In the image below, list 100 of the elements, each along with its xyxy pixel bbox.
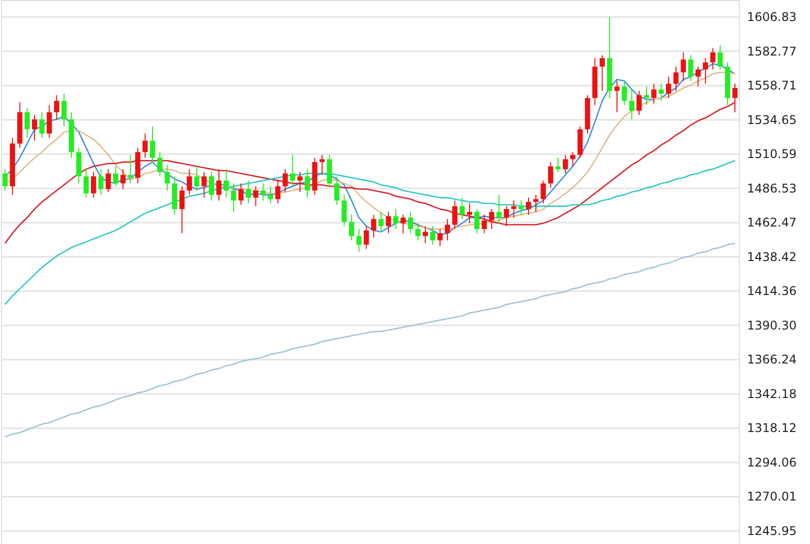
candlestick	[666, 76, 672, 98]
candlestick	[688, 54, 694, 82]
candlestick	[393, 208, 398, 230]
candlestick	[348, 214, 354, 241]
candlestick	[466, 202, 472, 224]
candlestick	[371, 214, 376, 238]
candlestick	[120, 168, 126, 190]
candlestick	[378, 211, 384, 232]
candlestick	[179, 186, 185, 234]
candlestick	[400, 214, 406, 234]
candlestick	[482, 214, 487, 234]
candlestick	[437, 228, 443, 247]
candlestick	[364, 226, 369, 250]
candlestick	[260, 182, 266, 202]
candlestick	[208, 172, 214, 202]
y-tick-label: 1510.59	[747, 147, 797, 162]
y-tick-label: 1558.71	[747, 78, 797, 93]
candlestick	[562, 154, 568, 174]
candlestick	[202, 172, 207, 198]
candlestick	[696, 66, 701, 88]
candlestick	[629, 88, 634, 120]
candlestick	[268, 186, 274, 204]
candlestick	[422, 226, 428, 244]
candlestick	[408, 211, 414, 234]
candlestick	[570, 152, 576, 167]
candlestick	[415, 222, 420, 241]
y-tick-label: 1486.53	[747, 181, 797, 196]
candlestick	[186, 168, 192, 196]
candlestick	[540, 180, 546, 204]
line-series	[4, 102, 736, 244]
candlestick	[238, 182, 244, 206]
candlestick	[680, 52, 686, 82]
candlestick	[489, 208, 494, 230]
candlestick	[600, 54, 605, 92]
candlestick	[702, 58, 708, 84]
candlestick	[644, 86, 650, 106]
candlestick	[718, 44, 723, 70]
candlestick	[216, 168, 222, 202]
candlestick	[224, 168, 229, 198]
y-tick-label: 1366.24	[747, 352, 797, 367]
candlestick	[452, 200, 458, 230]
candlestick	[636, 90, 642, 116]
line-series	[4, 160, 736, 306]
y-tick-label: 1245.95	[747, 524, 797, 538]
candlestick	[282, 168, 288, 192]
y-tick-label: 1438.42	[747, 250, 797, 264]
candlestick	[150, 126, 156, 163]
y-tick-label: 1318.12	[747, 421, 797, 436]
candlestick	[356, 228, 362, 252]
candlestick	[297, 172, 303, 192]
candlestick	[444, 218, 450, 241]
candlestick	[54, 94, 60, 120]
candlestick	[304, 168, 310, 198]
candlestick	[164, 164, 170, 192]
y-tick-label: 1342.18	[747, 386, 797, 401]
candlestick	[533, 194, 538, 212]
candlestick	[334, 176, 340, 206]
candlestick	[231, 182, 236, 212]
candlestick	[84, 168, 89, 198]
candlestick	[673, 66, 679, 92]
y-tick-label: 1462.47	[747, 216, 797, 230]
y-tick-label: 1414.36	[747, 284, 797, 298]
candlestick	[504, 206, 509, 227]
candlestick	[194, 166, 200, 192]
candlestick	[246, 180, 251, 204]
candlestick	[658, 83, 664, 102]
candlestick	[90, 172, 96, 198]
candlestick	[548, 162, 554, 188]
y-tick-label: 1606.83	[747, 10, 797, 24]
candlestick	[622, 80, 627, 106]
candlestick	[526, 197, 532, 216]
candlestick	[710, 48, 716, 70]
candlestick	[39, 112, 44, 138]
candlestick	[651, 83, 656, 104]
candlestick	[496, 194, 502, 224]
candlestick	[290, 154, 296, 187]
y-tick-label: 1534.65	[747, 112, 797, 127]
y-tick-label: 1390.30	[747, 318, 797, 332]
candlestick	[460, 197, 465, 220]
candlestick	[157, 152, 162, 177]
candlestick	[732, 83, 738, 113]
candlestick	[142, 133, 148, 158]
candlestick	[113, 166, 118, 187]
candlestick	[518, 200, 524, 216]
candlestick	[2, 168, 8, 192]
candlestick	[253, 186, 258, 207]
candlestick	[430, 226, 436, 246]
candlestick	[614, 80, 620, 113]
y-tick-label: 1294.06	[747, 455, 797, 470]
y-tick-label: 1582.77	[747, 44, 797, 58]
candlestick	[61, 93, 67, 127]
candlestick	[342, 194, 347, 227]
candlestick	[32, 114, 38, 142]
line-series	[4, 242, 736, 438]
candlestick	[386, 211, 392, 234]
y-tick-label: 1270.01	[747, 490, 797, 504]
candlestick	[24, 107, 30, 138]
candlestick	[320, 154, 325, 176]
candlestick	[46, 104, 52, 138]
candlestick	[474, 208, 480, 234]
